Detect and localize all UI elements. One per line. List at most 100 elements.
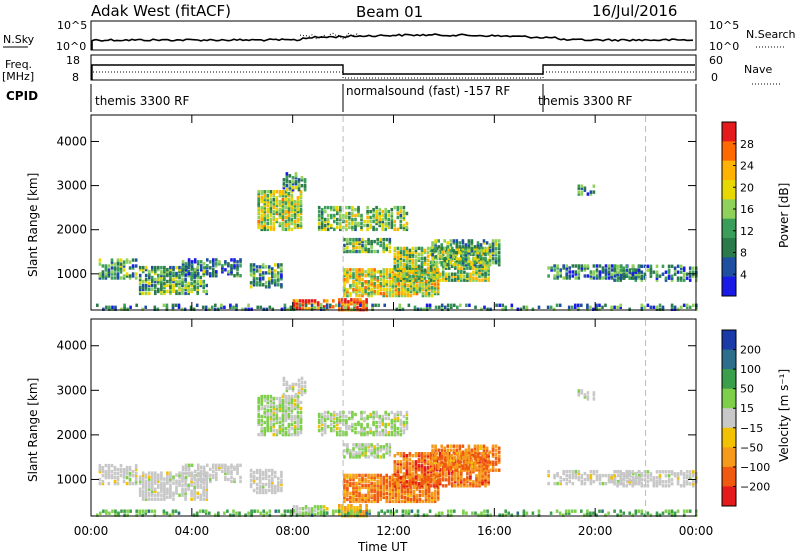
rti-cell [414, 266, 418, 270]
rti-cell [271, 480, 274, 485]
rti-cell [364, 445, 367, 449]
rti-cell [296, 223, 300, 228]
rti-cell [352, 493, 355, 498]
rti-cell [269, 420, 273, 425]
rti-cell [417, 466, 421, 470]
rti-cell [290, 410, 294, 415]
rti-cell [355, 291, 358, 296]
rti-cell [361, 495, 364, 500]
rti-cell [373, 477, 376, 482]
rti-cell [402, 474, 406, 478]
rti-cell [472, 256, 475, 260]
rti-cell [451, 462, 454, 466]
rti-cell [478, 252, 481, 256]
rti-cell [652, 476, 656, 480]
rti-cell [323, 410, 327, 415]
rti-cell [110, 270, 114, 274]
rti-cell [441, 272, 445, 276]
rti-cell [565, 272, 568, 276]
rti-cell [464, 253, 468, 257]
rti-cell [388, 272, 392, 276]
rti-cell [577, 266, 581, 270]
rti-cell [187, 283, 190, 288]
rti-cell [640, 303, 644, 307]
rti-cell [565, 477, 568, 482]
rti-cell [349, 241, 352, 246]
rti-cell [485, 446, 489, 450]
nave-tick-top: 60 [709, 54, 723, 67]
rti-cell [269, 192, 273, 196]
rti-cell [562, 477, 565, 482]
rti-cell [473, 454, 477, 458]
rti-cell [296, 430, 300, 435]
rti-cell [464, 462, 468, 466]
rti-cell [261, 263, 265, 267]
rti-cell [466, 246, 469, 251]
rti-cell [389, 511, 393, 515]
rti-cell [196, 291, 199, 296]
rti-cell [352, 247, 355, 252]
rti-cell [189, 307, 193, 311]
rti-cell [196, 260, 200, 264]
rti-cell [412, 493, 416, 498]
rti-cell [417, 452, 421, 456]
rti-cell [348, 410, 351, 415]
rti-cell [343, 479, 346, 484]
rti-cell [484, 274, 487, 278]
rti-cell [160, 281, 163, 286]
rti-cell [283, 307, 287, 311]
rti-cell [366, 209, 369, 214]
rti-cell [291, 188, 295, 192]
rti-cell [151, 475, 154, 479]
rti-cell [586, 264, 590, 268]
rti-cell [163, 489, 166, 493]
rti-cell [367, 493, 370, 498]
rti-cell [420, 478, 424, 482]
rti-cell [134, 463, 138, 468]
rti-cell [460, 268, 463, 272]
rti-cell [169, 491, 172, 495]
rti-cell [556, 473, 559, 478]
rti-cell [343, 268, 346, 272]
rti-cell [261, 265, 265, 269]
rti-cell [412, 287, 416, 292]
rti-cell [432, 482, 436, 486]
rti-cell [406, 475, 410, 480]
rti-cell [175, 487, 178, 491]
rti-cell [215, 477, 218, 482]
rti-cell [177, 511, 181, 515]
rti-cell [467, 259, 471, 263]
rti-cell [268, 478, 271, 483]
rti-cell [402, 466, 406, 470]
rti-cell [293, 428, 297, 433]
rti-cell [209, 467, 212, 471]
rti-cell [289, 305, 293, 309]
rti-cell [408, 260, 412, 264]
rti-cell [148, 271, 151, 276]
rti-cell [405, 264, 409, 268]
rti-cell [421, 287, 425, 292]
rti-cell [206, 475, 209, 480]
rti-cell [272, 432, 276, 437]
rti-cell [125, 467, 129, 472]
rti-cell [463, 252, 466, 256]
rti-cell [577, 469, 581, 474]
rti-cell [583, 188, 587, 192]
rti-cell [98, 274, 102, 278]
rti-cell [354, 225, 357, 230]
rti-cell [670, 264, 674, 268]
rti-cell [491, 245, 495, 249]
rti-cell [382, 453, 385, 457]
rti-cell [417, 474, 421, 478]
rti-cell [481, 460, 484, 464]
rti-cell [355, 483, 358, 488]
rti-cell [275, 203, 279, 208]
rti-cell [205, 491, 208, 495]
rti-cell [320, 422, 324, 427]
rti-cell [317, 424, 321, 429]
rti-cell [343, 491, 346, 496]
rti-cell [399, 426, 403, 431]
rti-cell [469, 272, 472, 276]
rti-cell [444, 266, 448, 270]
rti-cell [343, 489, 346, 494]
